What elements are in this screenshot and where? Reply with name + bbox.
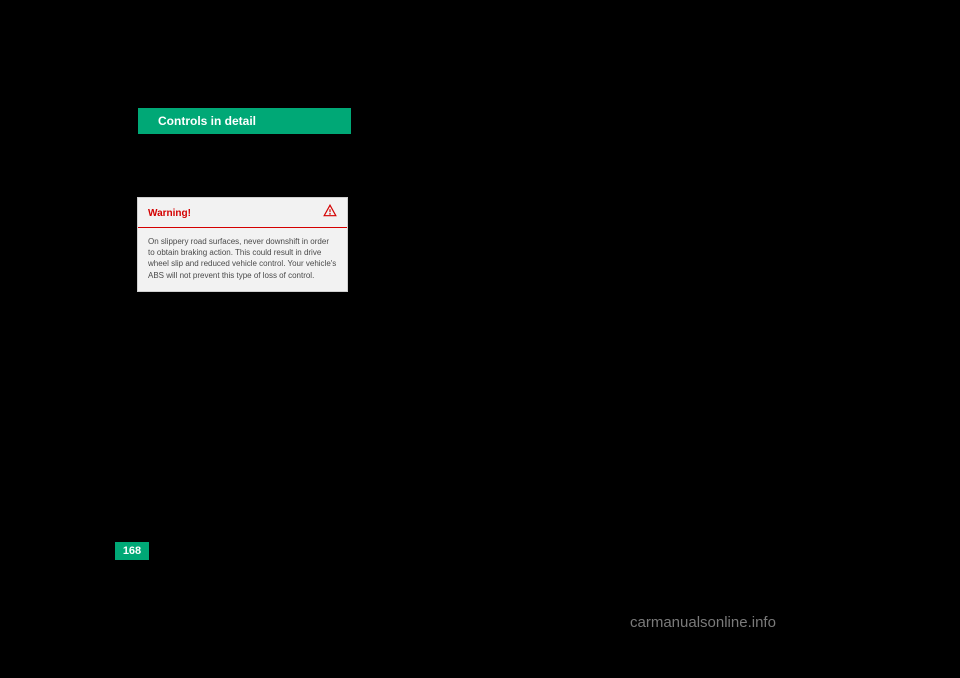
page-number-value: 168 (123, 545, 141, 557)
section-header-bar: Controls in detail (138, 108, 351, 134)
page-number-badge: 168 (115, 542, 149, 560)
warning-icon (323, 204, 337, 223)
warning-body-text: On slippery road surfaces, never downshi… (138, 228, 347, 291)
watermark-text: carmanualsonline.info (630, 614, 776, 631)
warning-box: Warning! On slippery road surfaces, neve… (137, 197, 348, 292)
warning-header: Warning! (138, 198, 347, 227)
warning-title: Warning! (148, 208, 191, 219)
section-header-title: Controls in detail (158, 114, 256, 128)
